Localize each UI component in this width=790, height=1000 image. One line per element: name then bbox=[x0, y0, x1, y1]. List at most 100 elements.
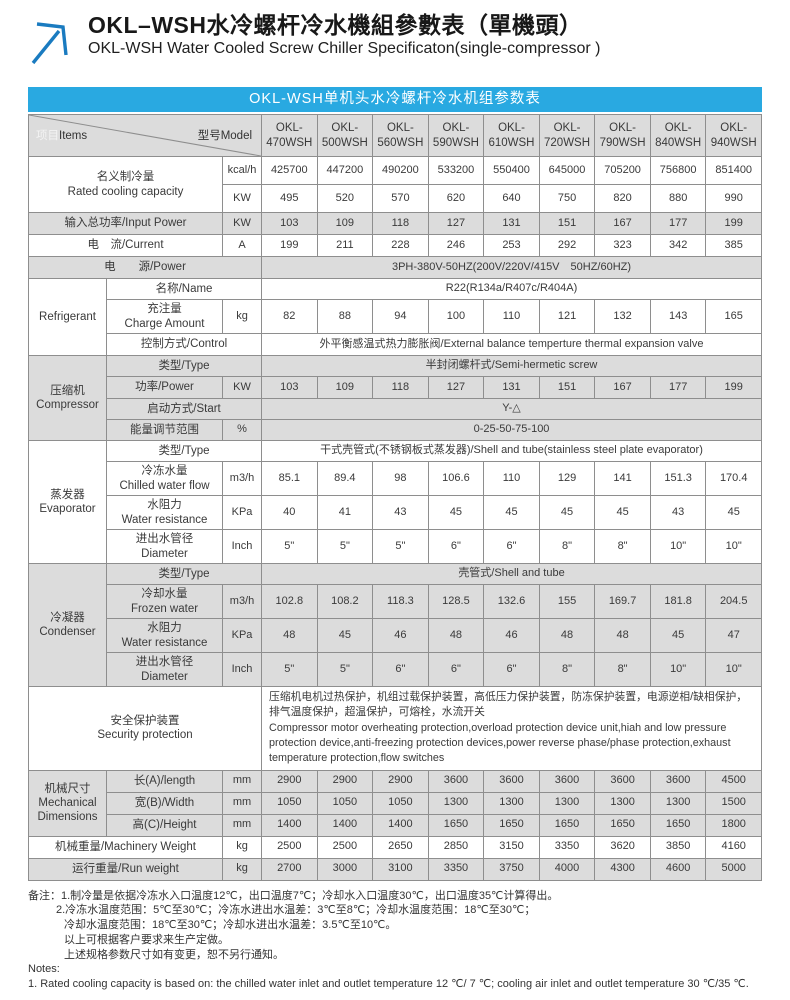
value-cell: 128.5 bbox=[427, 584, 485, 619]
value-cell: 550400 bbox=[483, 156, 540, 185]
value-cell: 8" bbox=[594, 652, 651, 687]
unit-cell: kg bbox=[221, 857, 263, 881]
span-value-cell: 半封闭螺杆式/Semi-hermetic screw bbox=[261, 355, 762, 377]
row-label: 安全保护装置 Security protection bbox=[27, 686, 263, 771]
value-cell: 103 bbox=[261, 212, 318, 235]
value-cell: 169.7 bbox=[594, 584, 651, 619]
value-cell: 1500 bbox=[705, 791, 762, 815]
value-cell: 1650 bbox=[427, 813, 485, 837]
value-cell: 8" bbox=[538, 652, 596, 687]
unit-cell: KPa bbox=[221, 495, 263, 530]
row-label: 长(A)/length bbox=[106, 769, 223, 793]
value-cell: 5" bbox=[372, 529, 429, 564]
value-cell: 10" bbox=[705, 529, 762, 564]
row-label: 机械重量/Machinery Weight bbox=[28, 835, 223, 859]
value-cell: 2900 bbox=[372, 769, 429, 793]
value-cell: 151 bbox=[538, 376, 596, 399]
value-cell: 167 bbox=[594, 376, 651, 399]
value-cell: 6" bbox=[483, 652, 540, 687]
span-value-cell: 压缩机电机过热保护，机组过载保护装置，高低压力保护装置，防冻保护装置，电源逆相/… bbox=[261, 686, 762, 771]
value-cell: 10" bbox=[649, 529, 707, 564]
table-row: 蒸发器 Evaporator 类型/Type 干式壳管式(不锈钢板式蒸发器)/She… bbox=[28, 440, 762, 564]
value-cell: 41 bbox=[316, 495, 374, 530]
value-cell: 118 bbox=[372, 376, 429, 399]
value-cell: 2700 bbox=[261, 857, 318, 881]
value-cell: 131 bbox=[483, 376, 540, 399]
value-cell: 1050 bbox=[316, 791, 374, 815]
row-group-label: 机械尺寸 Mechanical Dimensions bbox=[28, 769, 107, 837]
value-cell: 3750 bbox=[483, 857, 540, 881]
value-cell: 45 bbox=[705, 495, 762, 530]
value-cell: 3850 bbox=[649, 835, 707, 859]
value-cell: 127 bbox=[427, 376, 485, 399]
value-cell: 199 bbox=[261, 234, 318, 257]
value-cell: 5000 bbox=[705, 857, 762, 881]
value-cell: 447200 bbox=[316, 156, 374, 185]
value-cell: 3600 bbox=[427, 769, 485, 793]
value-cell: 45 bbox=[538, 495, 596, 530]
value-cell: 109 bbox=[316, 212, 374, 235]
value-cell: 143 bbox=[649, 299, 707, 334]
unit-cell: mm bbox=[221, 791, 263, 815]
value-cell: 5" bbox=[261, 652, 318, 687]
value-cell: 155 bbox=[538, 584, 596, 619]
value-cell: 4500 bbox=[705, 769, 762, 793]
value-cell: 1650 bbox=[538, 813, 596, 837]
corner-items-label: 项目Items bbox=[36, 128, 87, 142]
model-header: OKL- 610WSH bbox=[483, 114, 540, 157]
value-cell: 4600 bbox=[649, 857, 707, 881]
unit-cell: kcal/h bbox=[221, 156, 263, 185]
table-row: 电 源/Power 3PH-380V-50HZ(200V/220V/415V 50… bbox=[27, 256, 762, 279]
value-cell: 48 bbox=[538, 618, 596, 653]
table-row: 能量调节范围% 0-25-50-75-100 bbox=[29, 419, 762, 441]
value-cell: 645000 bbox=[538, 156, 596, 185]
value-cell: 110 bbox=[483, 299, 540, 334]
unit-cell: kg bbox=[221, 299, 263, 334]
value-cell: 756800 bbox=[649, 156, 707, 185]
row-label: 进出水管径 Diameter bbox=[106, 529, 223, 564]
note-line: 备注：1.制冷量是依据冷冻水入口温度12℃，出口温度7℃；冷却水入口温度30℃，… bbox=[28, 889, 559, 902]
value-cell: 292 bbox=[538, 234, 596, 257]
value-cell: 533200 bbox=[427, 156, 485, 185]
value-cell: 46 bbox=[483, 618, 540, 653]
value-cell: 199 bbox=[705, 212, 762, 235]
value-cell: 141 bbox=[594, 461, 651, 496]
value-cell: 6" bbox=[427, 652, 485, 687]
corner-items-en: Items bbox=[59, 129, 88, 142]
row-group-label: 冷凝器 Condenser bbox=[28, 563, 107, 687]
page-title: OKL–WSH水冷螺杆冷水機組參數表（單機頭） bbox=[88, 12, 583, 38]
unit-cell: A bbox=[221, 234, 263, 257]
brand-arrow-icon bbox=[30, 12, 74, 71]
value-cell: 100 bbox=[427, 299, 485, 334]
value-cell: 165 bbox=[705, 299, 762, 334]
value-cell: 1400 bbox=[316, 813, 374, 837]
row-label: 高(C)/Height bbox=[106, 813, 223, 837]
model-header: OKL- 560WSH bbox=[372, 114, 429, 157]
value-cell: 2650 bbox=[372, 835, 429, 859]
value-cell: 118.3 bbox=[372, 584, 429, 619]
value-cell: 851400 bbox=[705, 156, 762, 185]
value-cell: 48 bbox=[594, 618, 651, 653]
model-header: OKL- 500WSH bbox=[316, 114, 374, 157]
value-cell: 1800 bbox=[705, 813, 762, 837]
row-label: 功率/Power bbox=[106, 376, 223, 399]
value-cell: 170.4 bbox=[705, 461, 762, 496]
row-label: 运行重量/Run weight bbox=[28, 857, 223, 881]
value-cell: 45 bbox=[427, 495, 485, 530]
value-cell: 3600 bbox=[594, 769, 651, 793]
masthead: OKL–WSH水冷螺杆冷水機組參數表（單機頭） OKL-WSH Water Co… bbox=[30, 8, 762, 71]
value-cell: 48 bbox=[261, 618, 318, 653]
value-cell: 167 bbox=[594, 212, 651, 235]
value-cell: 10" bbox=[705, 652, 762, 687]
value-cell: 132 bbox=[594, 299, 651, 334]
table-row: 冷凝器 Condenser 类型/Type 壳管式/Shell and tube bbox=[28, 563, 762, 687]
value-cell: 151.3 bbox=[649, 461, 707, 496]
unit-cell: % bbox=[221, 419, 263, 441]
value-cell: 108.2 bbox=[316, 584, 374, 619]
value-cell: 342 bbox=[649, 234, 707, 257]
row-group-label: 压缩机 Compressor bbox=[28, 355, 107, 441]
value-cell: 1400 bbox=[372, 813, 429, 837]
row-label: 电 源/Power bbox=[27, 256, 263, 279]
model-header: OKL- 470WSH bbox=[261, 114, 318, 157]
value-cell: 45 bbox=[316, 618, 374, 653]
